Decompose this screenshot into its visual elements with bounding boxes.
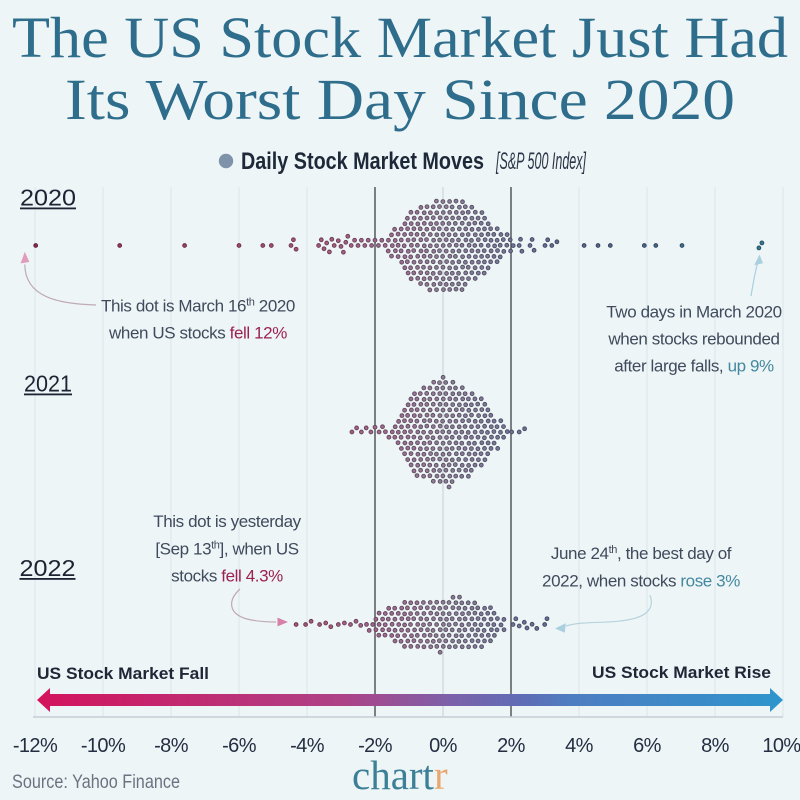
svg-text:8%: 8% [701, 735, 730, 757]
svg-text:2022: 2022 [20, 555, 76, 581]
svg-text:2020: 2020 [20, 185, 76, 211]
svg-text:-8%: -8% [154, 735, 189, 757]
svg-text:-10%: -10% [81, 735, 126, 757]
svg-text:Daily Stock Market Moves: Daily Stock Market Moves [241, 148, 484, 175]
svg-text:stocks fell 4.3%: stocks fell 4.3% [171, 567, 283, 586]
svg-text:2%: 2% [497, 735, 526, 757]
svg-text:6%: 6% [633, 735, 662, 757]
svg-text:Source: Yahoo Finance: Source: Yahoo Finance [12, 771, 180, 793]
svg-text:This dot is March 16th​ 2020: This dot is March 16th​ 2020 [101, 297, 295, 316]
svg-text:when US stocks fell 12%: when US stocks fell 12% [108, 324, 287, 343]
svg-text:US Stock Market Rise: US Stock Market Rise [592, 663, 771, 682]
svg-text:Two days in March 2020: Two days in March 2020 [606, 303, 781, 322]
svg-text:-4%: -4% [290, 735, 325, 757]
svg-text:2022, when stocks rose 3%: 2022, when stocks rose 3% [542, 572, 740, 591]
svg-text:0%: 0% [429, 735, 458, 757]
svg-text:-6%: -6% [222, 735, 257, 757]
svg-text:10%: 10% [762, 735, 800, 757]
svg-text:-2%: -2% [358, 735, 393, 757]
svg-text:This dot is yesterday: This dot is yesterday [153, 512, 301, 531]
svg-text:after large falls, up 9%: after large falls, up 9% [614, 357, 774, 376]
svg-text:2021: 2021 [24, 371, 72, 397]
svg-text:[S&P 500 Index]: [S&P 500 Index] [495, 148, 586, 175]
svg-text:when stocks rebounded: when stocks rebounded [607, 330, 779, 349]
svg-text:-12%: -12% [13, 735, 58, 757]
svg-text:4%: 4% [565, 735, 594, 757]
svg-text:[Sep 13th​], when US: [Sep 13th​], when US [155, 540, 298, 559]
svg-text:Its Worst Day Since 2020: Its Worst Day Since 2020 [65, 67, 735, 132]
svg-text:The US Stock Market Just Had: The US Stock Market Just Had [12, 5, 788, 70]
svg-text:June 24th​, the best day of: June 24th​, the best day of [551, 544, 732, 563]
svg-text:chartr: chartr [352, 752, 448, 798]
svg-text:US Stock Market Fall: US Stock Market Fall [37, 664, 209, 683]
